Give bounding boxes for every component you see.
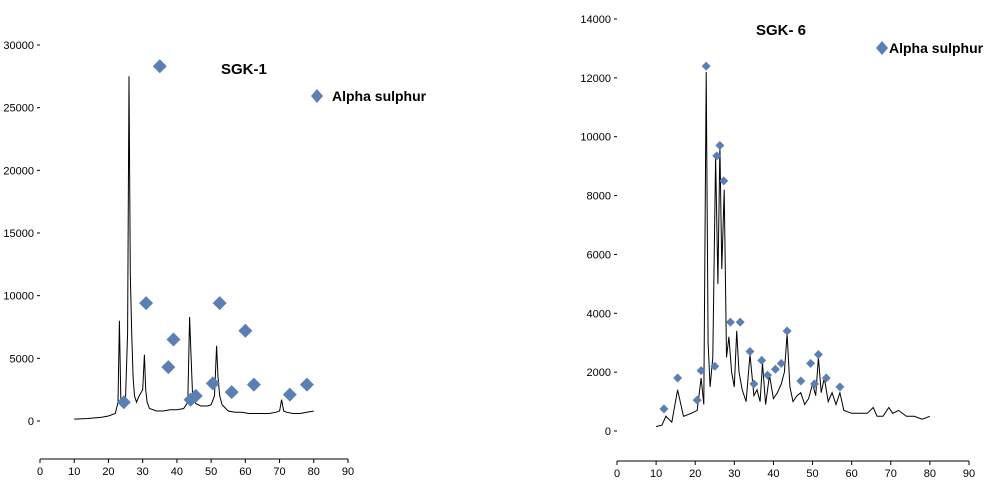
alpha-sulphur-marker bbox=[299, 377, 314, 392]
alpha-sulphur-marker bbox=[161, 360, 176, 375]
x-tick-label: 50 bbox=[806, 468, 818, 480]
legend-diamond-icon bbox=[311, 89, 323, 103]
x-tick-label: 90 bbox=[342, 466, 354, 478]
legend-label: Alpha sulphur bbox=[889, 40, 984, 56]
series-line bbox=[74, 76, 314, 420]
alpha-sulphur-marker bbox=[696, 366, 706, 376]
x-tick-label: 50 bbox=[205, 466, 217, 478]
alpha-sulphur-marker bbox=[246, 377, 261, 392]
legend: Alpha sulphur bbox=[311, 88, 427, 104]
alpha-sulphur-marker bbox=[116, 395, 131, 410]
y-tick-label: 20000 bbox=[3, 165, 34, 177]
x-tick-label: 10 bbox=[68, 466, 80, 478]
y-tick-label: 12000 bbox=[580, 73, 611, 85]
alpha-sulphur-marker bbox=[188, 388, 203, 403]
x-tick-label: 0 bbox=[614, 468, 620, 480]
alpha-sulphur-marker bbox=[712, 151, 722, 161]
x-tick-label: 0 bbox=[37, 466, 43, 478]
plot-area bbox=[74, 59, 314, 420]
x-tick-label: 70 bbox=[273, 466, 285, 478]
x-tick-label: 90 bbox=[963, 468, 975, 480]
alpha-sulphur-marker bbox=[692, 395, 702, 405]
alpha-sulphur-marker bbox=[749, 379, 759, 389]
y-tick-label: 4000 bbox=[587, 308, 611, 320]
y-tick-label: 14000 bbox=[580, 14, 611, 26]
x-tick-label: 20 bbox=[689, 468, 701, 480]
alpha-sulphur-marker bbox=[152, 59, 167, 74]
x-tick-label: 40 bbox=[767, 468, 779, 480]
x-tick-label: 30 bbox=[728, 468, 740, 480]
plot-area bbox=[655, 61, 931, 428]
y-tick-label: 5000 bbox=[10, 353, 34, 365]
alpha-sulphur-marker bbox=[735, 317, 745, 327]
chart-title: SGK-1 bbox=[221, 61, 267, 78]
y-tick-label: 10000 bbox=[580, 132, 611, 144]
x-axis: 0 10 20 30 40 50 60 70 80 90 bbox=[614, 18, 975, 480]
x-tick-label: 80 bbox=[308, 466, 320, 478]
alpha-sulphur-marker bbox=[835, 382, 845, 392]
x-tick-label: 10 bbox=[650, 468, 662, 480]
x-tick-label: 20 bbox=[102, 466, 114, 478]
x-tick-label: 60 bbox=[846, 468, 858, 480]
alpha-sulphur-marker bbox=[282, 387, 297, 402]
alpha-sulphur-marker bbox=[806, 358, 816, 368]
y-tick-label: 8000 bbox=[587, 191, 611, 203]
alpha-sulphur-marker bbox=[770, 364, 780, 374]
alpha-sulphur-marker bbox=[719, 176, 729, 186]
x-tick-label: 80 bbox=[924, 468, 936, 480]
alpha-sulphur-marker bbox=[776, 358, 786, 368]
y-tick-label: 6000 bbox=[587, 249, 611, 261]
alpha-sulphur-marker bbox=[238, 323, 253, 338]
y-axis: 0 2000 4000 6000 8000 10000 12000 14000 bbox=[580, 14, 611, 438]
alpha-sulphur-marker bbox=[763, 370, 773, 380]
series-line bbox=[655, 71, 931, 428]
y-tick-label: 0 bbox=[28, 416, 34, 428]
x-tick-label: 40 bbox=[171, 466, 183, 478]
alpha-sulphur-marker bbox=[701, 61, 711, 71]
alpha-sulphur-marker bbox=[757, 355, 767, 365]
alpha-sulphur-marker bbox=[710, 361, 720, 371]
alpha-sulphur-marker bbox=[673, 373, 683, 383]
legend: Alpha sulphur bbox=[876, 40, 984, 56]
x-tick-label: 70 bbox=[885, 468, 897, 480]
alpha-sulphur-marker bbox=[725, 317, 735, 327]
alpha-sulphur-marker bbox=[745, 347, 755, 357]
alpha-sulphur-marker bbox=[796, 376, 806, 386]
alpha-sulphur-marker bbox=[715, 141, 725, 151]
alpha-sulphur-marker bbox=[813, 349, 823, 359]
chart-sgk-1: SGK-1 Alpha sulphur 0 10 20 30 40 50 60 70 80 90 … bbox=[3, 40, 426, 478]
y-tick-label: 2000 bbox=[587, 367, 611, 379]
y-tick-label: 10000 bbox=[3, 291, 34, 303]
y-tick-label: 30000 bbox=[3, 40, 34, 52]
legend-label: Alpha sulphur bbox=[332, 88, 427, 104]
alpha-sulphur-marker bbox=[205, 376, 220, 391]
legend-diamond-icon bbox=[876, 41, 888, 55]
alpha-sulphur-marker bbox=[166, 332, 181, 347]
alpha-sulphur-marker bbox=[659, 404, 669, 414]
alpha-sulphur-marker bbox=[212, 296, 227, 311]
alpha-sulphur-marker bbox=[821, 373, 831, 383]
alpha-sulphur-marker bbox=[139, 296, 154, 311]
y-axis: 0 5000 10000 15000 20000 25000 30000 bbox=[3, 40, 34, 428]
x-axis: 0 10 20 30 40 50 60 70 80 90 bbox=[37, 44, 354, 478]
alpha-sulphur-marker bbox=[782, 326, 792, 336]
chart-sgk-6: SGK- 6 Alpha sulphur 0 10 20 30 40 50 60 70 80 90… bbox=[580, 14, 983, 480]
y-tick-label: 0 bbox=[605, 426, 611, 438]
y-tick-label: 15000 bbox=[3, 228, 34, 240]
chart-title: SGK- 6 bbox=[756, 22, 806, 39]
alpha-sulphur-marker bbox=[224, 385, 239, 400]
x-tick-label: 30 bbox=[137, 466, 149, 478]
alpha-sulphur-marker bbox=[810, 379, 820, 389]
y-tick-label: 25000 bbox=[3, 103, 34, 115]
x-tick-label: 60 bbox=[239, 466, 251, 478]
